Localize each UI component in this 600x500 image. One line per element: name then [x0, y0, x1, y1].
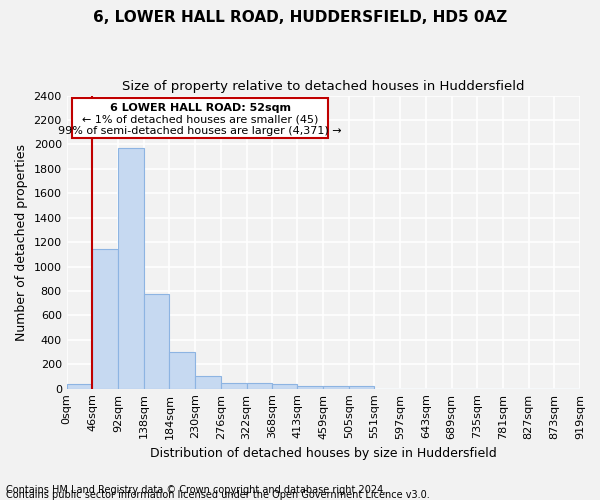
- X-axis label: Distribution of detached houses by size in Huddersfield: Distribution of detached houses by size …: [150, 447, 497, 460]
- Bar: [118, 148, 144, 388]
- Title: Size of property relative to detached houses in Huddersfield: Size of property relative to detached ho…: [122, 80, 524, 93]
- Text: 99% of semi-detached houses are larger (4,371) →: 99% of semi-detached houses are larger (…: [58, 126, 342, 136]
- Bar: [349, 386, 374, 388]
- Bar: [323, 386, 349, 388]
- Bar: [92, 250, 118, 388]
- Text: Contains public sector information licensed under the Open Government Licence v3: Contains public sector information licen…: [6, 490, 430, 500]
- Text: 6, LOWER HALL ROAD, HUDDERSFIELD, HD5 0AZ: 6, LOWER HALL ROAD, HUDDERSFIELD, HD5 0A…: [93, 10, 507, 25]
- Bar: [272, 384, 298, 388]
- Bar: [221, 383, 247, 388]
- Bar: [67, 384, 92, 388]
- Bar: [247, 383, 272, 388]
- Bar: [195, 376, 221, 388]
- Y-axis label: Number of detached properties: Number of detached properties: [15, 144, 28, 340]
- Text: 6 LOWER HALL ROAD: 52sqm: 6 LOWER HALL ROAD: 52sqm: [110, 104, 290, 114]
- Bar: [298, 386, 323, 388]
- Text: ← 1% of detached houses are smaller (45): ← 1% of detached houses are smaller (45): [82, 114, 319, 124]
- FancyBboxPatch shape: [72, 98, 328, 138]
- Bar: [144, 294, 169, 388]
- Text: Contains HM Land Registry data © Crown copyright and database right 2024.: Contains HM Land Registry data © Crown c…: [6, 485, 386, 495]
- Bar: [169, 352, 195, 389]
